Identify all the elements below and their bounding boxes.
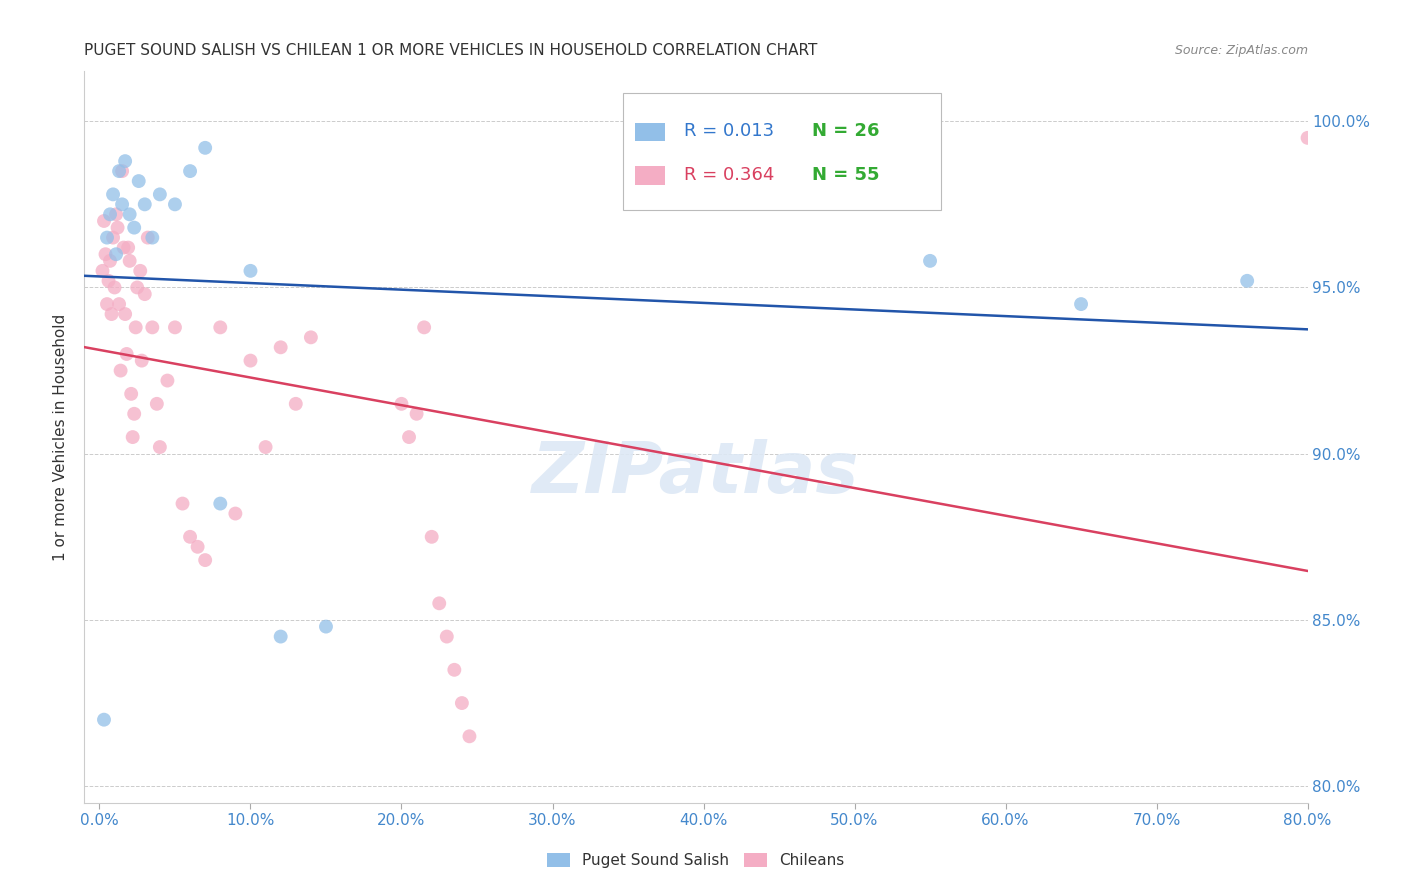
Point bbox=[163, 320, 186, 334]
Point bbox=[451, 696, 474, 710]
Point bbox=[315, 619, 337, 633]
Point bbox=[1296, 131, 1319, 145]
Point bbox=[107, 220, 129, 235]
Point bbox=[146, 397, 169, 411]
Point bbox=[141, 230, 163, 244]
Point bbox=[122, 407, 145, 421]
Point bbox=[187, 540, 209, 554]
Point bbox=[134, 197, 156, 211]
Text: ZIPatlas: ZIPatlas bbox=[533, 439, 859, 508]
Text: R = 0.013: R = 0.013 bbox=[683, 122, 773, 140]
Point bbox=[100, 307, 122, 321]
Point bbox=[1236, 274, 1258, 288]
Text: N = 26: N = 26 bbox=[813, 122, 880, 140]
Point bbox=[96, 230, 118, 244]
Point bbox=[118, 253, 141, 268]
Text: R = 0.364: R = 0.364 bbox=[683, 166, 775, 185]
FancyBboxPatch shape bbox=[623, 94, 941, 211]
Point bbox=[436, 630, 458, 644]
Point bbox=[127, 280, 149, 294]
Point bbox=[91, 264, 114, 278]
Point bbox=[427, 596, 450, 610]
Point bbox=[101, 187, 124, 202]
Point bbox=[149, 440, 172, 454]
Point bbox=[224, 507, 246, 521]
Point bbox=[111, 164, 134, 178]
Point bbox=[97, 274, 120, 288]
Point bbox=[128, 174, 150, 188]
Bar bbox=[636, 122, 665, 141]
Point bbox=[110, 363, 132, 377]
Point bbox=[398, 430, 420, 444]
Point bbox=[179, 530, 201, 544]
Point bbox=[209, 320, 232, 334]
Point bbox=[129, 264, 152, 278]
Point bbox=[111, 197, 134, 211]
Point bbox=[122, 220, 145, 235]
Point bbox=[105, 207, 128, 221]
Point bbox=[108, 164, 131, 178]
Point bbox=[120, 387, 142, 401]
Point bbox=[458, 729, 481, 743]
Point bbox=[136, 230, 159, 244]
Point bbox=[270, 630, 292, 644]
Point bbox=[115, 347, 138, 361]
Point bbox=[254, 440, 277, 454]
Point bbox=[179, 164, 201, 178]
Point bbox=[172, 497, 194, 511]
Point bbox=[149, 187, 172, 202]
Point bbox=[194, 553, 217, 567]
Point bbox=[103, 280, 125, 294]
Point bbox=[94, 247, 117, 261]
Point bbox=[299, 330, 322, 344]
Point bbox=[93, 214, 115, 228]
Point bbox=[114, 154, 136, 169]
Point bbox=[101, 230, 124, 244]
Point bbox=[108, 297, 131, 311]
Point bbox=[420, 530, 443, 544]
Point bbox=[391, 397, 413, 411]
Point bbox=[209, 497, 232, 511]
Bar bbox=[636, 167, 665, 185]
Text: Source: ZipAtlas.com: Source: ZipAtlas.com bbox=[1174, 44, 1308, 57]
Text: N = 55: N = 55 bbox=[813, 166, 880, 185]
Point bbox=[98, 253, 121, 268]
Point bbox=[194, 141, 217, 155]
Legend: Puget Sound Salish, Chileans: Puget Sound Salish, Chileans bbox=[547, 854, 845, 868]
Point bbox=[125, 320, 148, 334]
Point bbox=[105, 247, 128, 261]
Text: PUGET SOUND SALISH VS CHILEAN 1 OR MORE VEHICLES IN HOUSEHOLD CORRELATION CHART: PUGET SOUND SALISH VS CHILEAN 1 OR MORE … bbox=[84, 43, 818, 58]
Point bbox=[118, 207, 141, 221]
Point bbox=[239, 264, 262, 278]
Point bbox=[134, 287, 156, 301]
Point bbox=[112, 241, 135, 255]
Point bbox=[93, 713, 115, 727]
Y-axis label: 1 or more Vehicles in Household: 1 or more Vehicles in Household bbox=[53, 313, 69, 561]
Point bbox=[156, 374, 179, 388]
Point bbox=[163, 197, 186, 211]
Point bbox=[239, 353, 262, 368]
Point bbox=[918, 253, 941, 268]
Point bbox=[413, 320, 436, 334]
Point bbox=[270, 340, 292, 354]
Point bbox=[131, 353, 153, 368]
Point bbox=[117, 241, 139, 255]
Point bbox=[96, 297, 118, 311]
Point bbox=[284, 397, 307, 411]
Point bbox=[121, 430, 143, 444]
Point bbox=[405, 407, 427, 421]
Point bbox=[114, 307, 136, 321]
Point bbox=[98, 207, 121, 221]
Point bbox=[141, 320, 163, 334]
Point bbox=[1070, 297, 1092, 311]
Point bbox=[443, 663, 465, 677]
